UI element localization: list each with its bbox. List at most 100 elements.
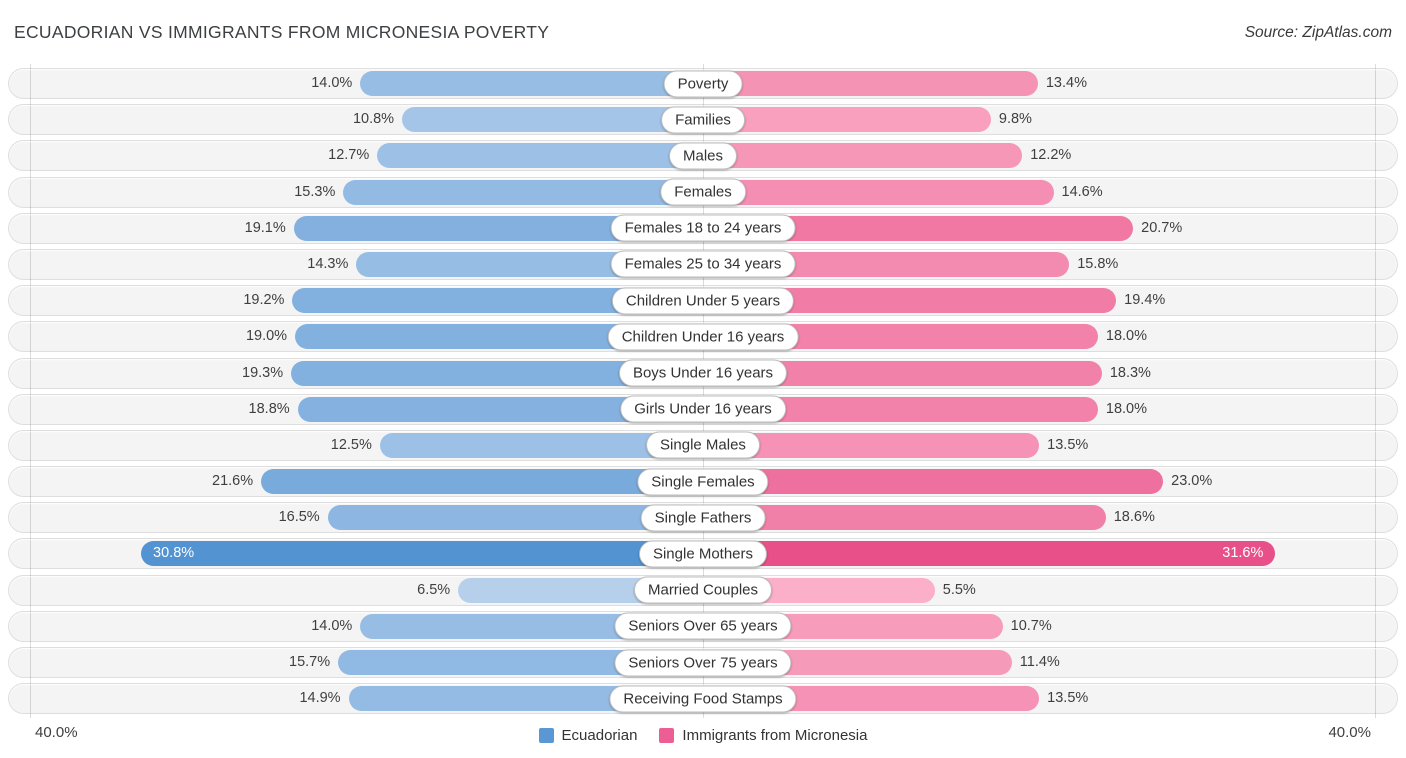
category-label: Females [660, 178, 746, 206]
category-label: Single Males [646, 431, 760, 459]
category-label: Females 25 to 34 years [610, 250, 796, 278]
category-label: Poverty [663, 70, 743, 97]
value-label-micronesia: 23.0% [1171, 473, 1213, 490]
gridline-left [30, 64, 31, 718]
bar-ecuadorian[interactable] [343, 179, 703, 205]
category-label: Seniors Over 75 years [614, 649, 792, 676]
category-label: Married Couples [633, 576, 773, 604]
value-label-ecuadorian: 30.8% [153, 545, 195, 562]
category-label: Single Mothers [638, 540, 768, 568]
chart-row: 14.9% 13.5% Receiving Food Stamps [8, 683, 1398, 715]
chart-row: 15.3% 14.6% Females [8, 176, 1398, 208]
value-label-ecuadorian: 10.8% [352, 111, 395, 128]
value-label-micronesia: 11.4% [1019, 654, 1060, 670]
chart-row: 15.7% 11.4% Seniors Over 75 years [8, 647, 1398, 678]
value-label-micronesia: 18.0% [1105, 400, 1148, 417]
source-attribution: Source: ZipAtlas.com [1244, 24, 1392, 41]
value-label-ecuadorian: 16.5% [278, 509, 320, 526]
value-label-micronesia: 9.8% [998, 111, 1032, 128]
value-label-micronesia: 13.5% [1047, 436, 1089, 453]
value-label-micronesia: 5.5% [942, 581, 976, 598]
category-label: Girls Under 16 years [620, 395, 786, 423]
value-label-micronesia: 13.4% [1045, 75, 1087, 91]
value-label-ecuadorian: 14.0% [311, 617, 353, 634]
chart-row: 19.0% 18.0% Children Under 16 years [8, 321, 1398, 353]
bar-micronesia[interactable] [703, 505, 1106, 531]
category-label: Families [661, 106, 745, 134]
value-label-micronesia: 18.0% [1105, 328, 1148, 345]
value-label-ecuadorian: 19.3% [242, 364, 284, 381]
legend-swatch-micronesia [659, 727, 675, 743]
value-label-micronesia: 15.8% [1077, 255, 1119, 272]
category-label: Receiving Food Stamps [609, 685, 797, 713]
chart-area: 14.0% 13.4% Poverty 10.8% 9.8% Families 12.7% 1… [0, 64, 1406, 718]
value-label-ecuadorian: 15.3% [294, 183, 336, 200]
category-label: Children Under 5 years [611, 287, 795, 315]
legend-item-ecuadorian: Ecuadorian [538, 726, 638, 744]
value-label-micronesia: 20.7% [1141, 219, 1183, 236]
value-label-ecuadorian: 21.6% [212, 473, 254, 490]
value-label-micronesia: 13.5% [1047, 690, 1089, 707]
value-label-ecuadorian: 19.1% [244, 219, 286, 236]
value-label-ecuadorian: 15.7% [289, 654, 331, 670]
value-label-ecuadorian: 14.9% [299, 690, 341, 707]
chart-row: 18.8% 18.0% Girls Under 16 years [8, 393, 1398, 425]
category-label: Boys Under 16 years [618, 359, 788, 387]
chart-rows: 14.0% 13.4% Poverty 10.8% 9.8% Families 12.7% 1… [8, 68, 1398, 719]
legend-label-ecuadorian: Ecuadorian [561, 726, 638, 744]
bar-ecuadorian[interactable] [377, 143, 703, 169]
axis-max-right: 40.0% [1328, 724, 1371, 741]
value-label-ecuadorian: 14.0% [311, 75, 353, 91]
bar-micronesia[interactable] [703, 469, 1164, 495]
chart-row: 10.8% 9.8% Families [8, 104, 1398, 136]
value-label-ecuadorian: 6.5% [417, 581, 451, 598]
axis-max-left: 40.0% [35, 724, 78, 741]
chart-row: 19.1% 20.7% Females 18 to 24 years [8, 212, 1398, 244]
chart-row: 14.0% 10.7% Seniors Over 65 years [8, 610, 1398, 642]
category-label: Seniors Over 65 years [614, 612, 792, 640]
value-label-micronesia: 18.3% [1109, 364, 1151, 381]
value-label-micronesia: 10.7% [1010, 617, 1052, 634]
value-label-micronesia: 31.6% [1222, 545, 1264, 562]
value-label-micronesia: 18.6% [1113, 509, 1155, 526]
category-label: Single Fathers [640, 504, 766, 532]
category-label: Females 18 to 24 years [610, 214, 796, 242]
chart-row: 12.7% 12.2% Males [8, 140, 1398, 172]
gridline-right [1375, 64, 1376, 718]
value-label-micronesia: 12.2% [1030, 147, 1072, 164]
bar-micronesia[interactable] [703, 143, 1023, 169]
chart-footer: 40.0% Ecuadorian Immigrants from Microne… [0, 720, 1406, 750]
value-label-ecuadorian: 14.3% [307, 255, 349, 272]
value-label-micronesia: 19.4% [1124, 292, 1166, 309]
value-label-ecuadorian: 18.8% [248, 400, 290, 417]
value-label-ecuadorian: 12.7% [328, 147, 370, 164]
chart-row: 19.3% 18.3% Boys Under 16 years [8, 357, 1398, 389]
bar-ecuadorian[interactable] [141, 541, 703, 567]
category-label: Single Females [637, 468, 769, 496]
chart-row: 14.0% 13.4% Poverty [8, 68, 1398, 99]
category-label: Males [668, 142, 738, 170]
legend-swatch-ecuadorian [538, 727, 554, 743]
bar-ecuadorian[interactable] [261, 469, 703, 495]
bar-ecuadorian[interactable] [402, 107, 703, 133]
value-label-ecuadorian: 19.0% [245, 328, 288, 345]
category-label: Children Under 16 years [607, 323, 799, 351]
bar-ecuadorian[interactable] [327, 505, 703, 531]
chart-row: 14.3% 15.8% Females 25 to 34 years [8, 248, 1398, 280]
legend-item-micronesia: Immigrants from Micronesia [659, 727, 867, 744]
bar-micronesia[interactable] [703, 179, 1054, 205]
chart-title: ECUADORIAN VS IMMIGRANTS FROM MICRONESIA… [14, 22, 550, 42]
legend-label-micronesia: Immigrants from Micronesia [682, 726, 868, 744]
chart-row: 21.6% 23.0% Single Females [8, 466, 1398, 498]
bar-ecuadorian[interactable] [360, 71, 703, 96]
bar-micronesia[interactable] [703, 541, 1276, 567]
value-label-ecuadorian: 19.2% [243, 292, 285, 309]
chart-row: 19.2% 19.4% Children Under 5 years [8, 285, 1398, 317]
chart-row: 6.5% 5.5% Married Couples [8, 574, 1398, 606]
legend: Ecuadorian Immigrants from Micronesia [0, 722, 1406, 748]
value-label-micronesia: 14.6% [1061, 183, 1103, 200]
gridline-center [703, 64, 704, 718]
bar-micronesia[interactable] [703, 71, 1038, 96]
bar-micronesia[interactable] [703, 107, 991, 133]
